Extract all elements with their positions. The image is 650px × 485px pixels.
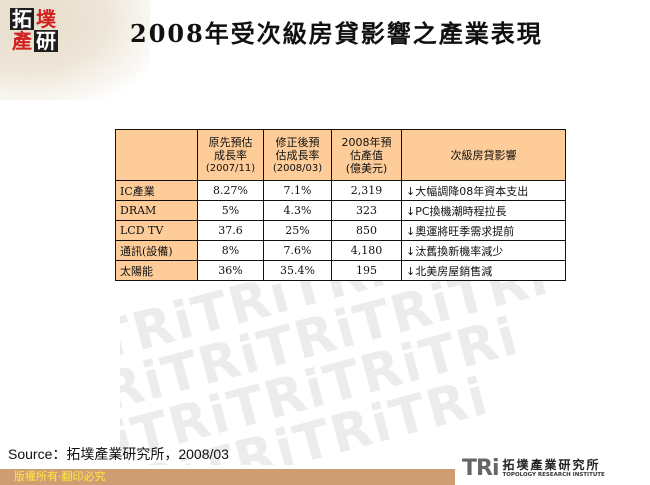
impact-cell: ↓汰舊換新機率減少 [401, 240, 566, 261]
original-growth-cell: 8.27% [197, 180, 264, 201]
header-line: 修正後預 [275, 135, 320, 149]
impact-cell: ↓PC換機潮時程拉長 [401, 200, 566, 221]
header-subprime-impact: 次級房貸影響 [401, 129, 566, 181]
tri-name-english: TOPOLOGY RESEARCH INSTITUTE [502, 472, 605, 478]
output-cell: 195 [331, 260, 402, 281]
impact-cell: ↓奧運將旺季需求提前 [401, 220, 566, 241]
output-cell: 2,319 [331, 180, 402, 201]
output-cell: 4,180 [331, 240, 402, 261]
table-header-row: 原先預估 成長率 (2007/11) 修正後預 估成長率 (2008/03) 2… [115, 129, 566, 181]
revised-growth-cell: 7.6% [263, 240, 332, 261]
impact-cell: ↓北美房屋銷售減 [401, 260, 566, 281]
header-line: (2008/03) [272, 162, 323, 174]
header-line: 估產值 [350, 148, 383, 162]
revised-growth-cell: 4.3% [263, 200, 332, 221]
logo-char: 研 [34, 29, 58, 53]
tri-logo-mark: TRi [462, 456, 499, 481]
watermark-row: TRiTRiTRiTRiTRi [120, 275, 556, 433]
impact-cell: ↓大幅調降08年資本支出 [401, 180, 566, 201]
slide-title: 2008年受次級房貸影響之產業表現 [130, 19, 543, 48]
industry-impact-table: 原先預估 成長率 (2007/11) 修正後預 估成長率 (2008/03) 2… [115, 129, 566, 281]
header-line: 原先預估 [208, 135, 253, 149]
table-row: IC產業 8.27% 7.1% 2,319 ↓大幅調降08年資本支出 [115, 180, 566, 201]
logo-char: 拓 [10, 7, 34, 31]
original-growth-cell: 8% [197, 240, 264, 261]
industry-cell: 通訊(設備) [115, 240, 198, 261]
logo-char: 產 [12, 29, 32, 53]
tri-name-chinese: 拓墣產業研究所 [502, 458, 601, 472]
revised-growth-cell: 7.1% [263, 180, 332, 201]
header-line: (2007/11) [205, 162, 256, 174]
footer-logo-tab [455, 453, 650, 485]
header-line: 次級房貸影響 [450, 148, 517, 162]
revised-growth-cell: 35.4% [263, 260, 332, 281]
header-line: 成長率 [214, 148, 247, 162]
source-note: Source：拓墣產業研究所，2008/03 [8, 446, 229, 462]
header-output-2008: 2008年預 估產值 (億美元) [331, 129, 402, 181]
original-growth-cell: 37.6 [197, 220, 264, 241]
watermark-row: TRiTRiTRiTRiTRi [120, 275, 586, 373]
header-line: 2008年預 [341, 135, 392, 149]
table-row: 太陽能 36% 35.4% 195 ↓北美房屋銷售減 [115, 260, 566, 281]
copyright-notice: 版權所有‧翻印必究 [14, 470, 106, 483]
industry-cell: 太陽能 [115, 260, 198, 281]
tri-corner-logo: 拓 墣 產 研 [10, 8, 60, 54]
header-revised-growth: 修正後預 估成長率 (2008/03) [263, 129, 332, 181]
industry-cell: DRAM [115, 200, 198, 221]
output-cell: 323 [331, 200, 402, 221]
original-growth-cell: 5% [197, 200, 264, 221]
tri-footer-logo: TRi 拓墣產業研究所 TOPOLOGY RESEARCH INSTITUTE [462, 456, 605, 482]
table-row: 通訊(設備) 8% 7.6% 4,180 ↓汰舊換新機率減少 [115, 240, 566, 261]
industry-cell: IC產業 [115, 180, 198, 201]
logo-char: 墣 [36, 7, 56, 31]
watermark-row: TRiTRiTRiTRiTRi [120, 306, 526, 465]
revised-growth-cell: 25% [263, 220, 332, 241]
output-cell: 850 [331, 220, 402, 241]
industry-cell: LCD TV [115, 220, 198, 241]
header-original-growth: 原先預估 成長率 (2007/11) [197, 129, 264, 181]
tri-watermark: TRiTRiTRiTRiTRi TRiTRiTRiTRiTRi TRiTRiTR… [120, 275, 650, 465]
original-growth-cell: 36% [197, 260, 264, 281]
table-row: LCD TV 37.6 25% 850 ↓奧運將旺季需求提前 [115, 220, 566, 241]
header-line: (億美元) [345, 161, 388, 175]
header-industry [115, 129, 198, 181]
header-line: 估成長率 [275, 148, 320, 162]
table-row: DRAM 5% 4.3% 323 ↓PC換機潮時程拉長 [115, 200, 566, 221]
